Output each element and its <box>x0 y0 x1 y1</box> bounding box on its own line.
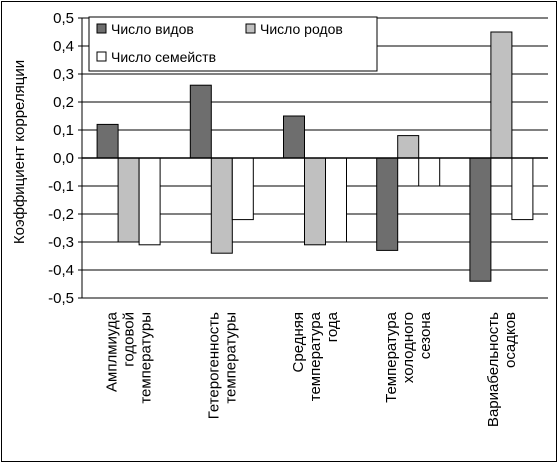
category-label: Гетерогенность <box>205 312 222 419</box>
category-label: Температура <box>383 311 400 403</box>
bar <box>469 157 492 282</box>
legend: Число видов Число родов Число семейств <box>88 16 378 72</box>
y-tick-label: -0,1 <box>48 178 74 195</box>
category-label: температура <box>307 311 324 401</box>
category-label: Средняя <box>290 312 307 372</box>
bar <box>304 157 326 246</box>
bar <box>117 157 140 243</box>
bar <box>210 157 233 254</box>
y-tick-label: -0,4 <box>48 262 74 279</box>
category-label: осадков <box>502 312 519 368</box>
category-label: года <box>324 311 341 342</box>
category-label: холодного <box>400 312 417 383</box>
legend-box <box>88 16 378 72</box>
legend-label: Число видов <box>111 21 194 37</box>
y-tick-label: 0,2 <box>53 94 74 111</box>
bar <box>283 115 305 159</box>
bar <box>376 157 399 251</box>
y-axis-label: Коэффициент корреляции <box>11 60 28 244</box>
bar <box>490 31 513 159</box>
bar <box>397 135 420 159</box>
y-tick-label: -0,2 <box>48 206 74 223</box>
y-tick-label: -0,3 <box>48 234 74 251</box>
legend-swatch <box>96 51 107 62</box>
category-label: Амплмиуда <box>104 311 121 392</box>
category-labels: Амплмиуда годовой температуры Гетерогенност… <box>104 311 519 427</box>
bar <box>231 157 254 221</box>
y-tick-label: 0,5 <box>53 10 74 27</box>
y-tick-label: 0,1 <box>53 122 74 139</box>
legend-label: Число родов <box>260 21 343 37</box>
bar <box>189 84 212 159</box>
legend-label: Число семейств <box>111 49 216 65</box>
bar <box>138 157 161 246</box>
legend-swatch <box>96 23 107 34</box>
y-tick-label: -0,5 <box>48 290 74 307</box>
category-label: Вариабельность <box>485 312 502 427</box>
y-tick-label: 0,3 <box>53 66 74 83</box>
bar <box>96 123 119 159</box>
category-label: температуры <box>138 312 155 404</box>
y-tick-label: 0,0 <box>53 150 74 167</box>
category-label: температуры <box>222 312 239 404</box>
category-label: годовой <box>121 312 138 367</box>
bar <box>418 157 441 187</box>
axes <box>78 17 548 299</box>
bar <box>511 157 534 221</box>
legend-swatch <box>245 23 256 34</box>
category-label: сезона <box>417 311 434 359</box>
y-tick-labels: 0,5 0,4 0,3 0,2 0,1 0,0 -0,1 -0,2 -0,3 -0,4 -0,5 <box>48 10 74 307</box>
y-tick-label: 0,4 <box>53 38 74 55</box>
bar <box>325 157 347 243</box>
